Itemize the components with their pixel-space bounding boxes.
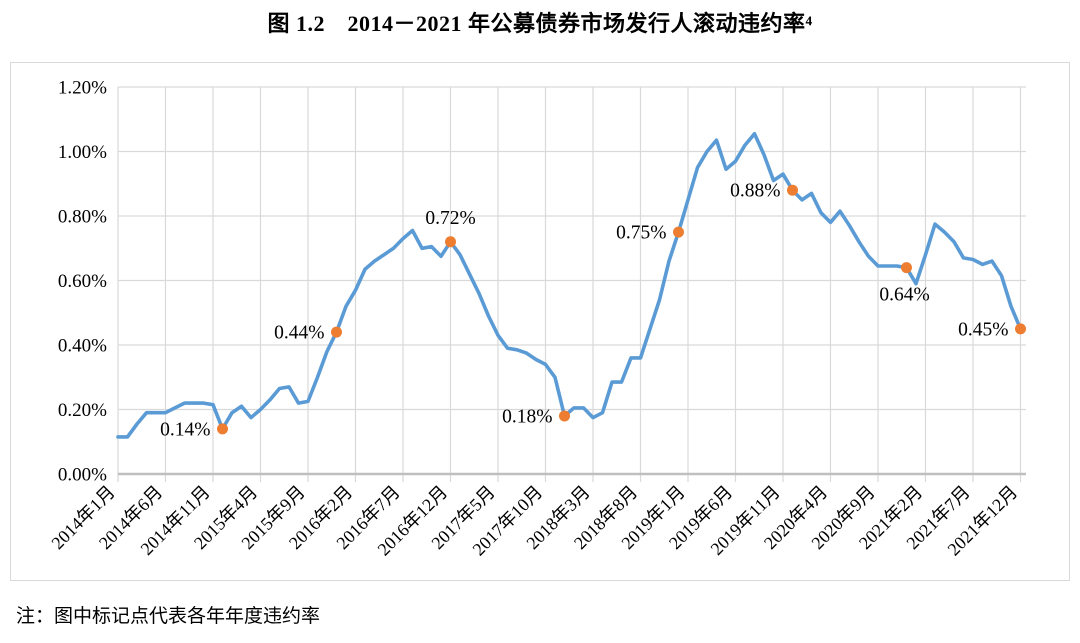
year-end-marker (673, 226, 684, 238)
year-end-marker (217, 423, 228, 435)
year-end-marker (1015, 323, 1026, 335)
year-end-marker (901, 262, 912, 274)
data-label: 0.14% (160, 419, 210, 440)
y-tick-label: 0.60% (58, 271, 107, 292)
year-end-marker (787, 184, 798, 196)
data-label: 0.64% (879, 285, 929, 306)
default-rate-line (116, 132, 1023, 439)
y-tick-label: 0.00% (58, 465, 107, 486)
year-end-marker (559, 410, 570, 422)
data-label: 0.72% (425, 208, 475, 229)
data-label: 0.44% (274, 323, 324, 344)
data-label: 0.18% (502, 406, 552, 427)
year-end-marker (331, 326, 342, 338)
chart-title: 图 1.2 2014－2021 年公募债券市场发行人滚动违约率⁴ (267, 11, 813, 36)
rolling-default-rate-line-chart: 0.00%0.20%0.40%0.60%0.80%1.00%1.20%2014年… (47, 78, 1026, 559)
data-label: 0.75% (616, 223, 666, 244)
footnote: 注：图中标记点代表各年年度违约率 (16, 606, 321, 627)
y-tick-label: 1.00% (58, 142, 107, 163)
y-tick-label: 0.20% (58, 400, 107, 421)
year-end-marker (445, 236, 456, 248)
data-label: 0.45% (958, 319, 1008, 340)
y-tick-label: 1.20% (58, 78, 107, 99)
data-label: 0.88% (730, 181, 780, 202)
y-tick-label: 0.80% (58, 207, 107, 228)
y-tick-label: 0.40% (58, 336, 107, 357)
chart-frame: 0.00% 0.20% 0.40% 0.60% 0.80% 1.00% 1.20% 2014年… (10, 62, 1070, 581)
